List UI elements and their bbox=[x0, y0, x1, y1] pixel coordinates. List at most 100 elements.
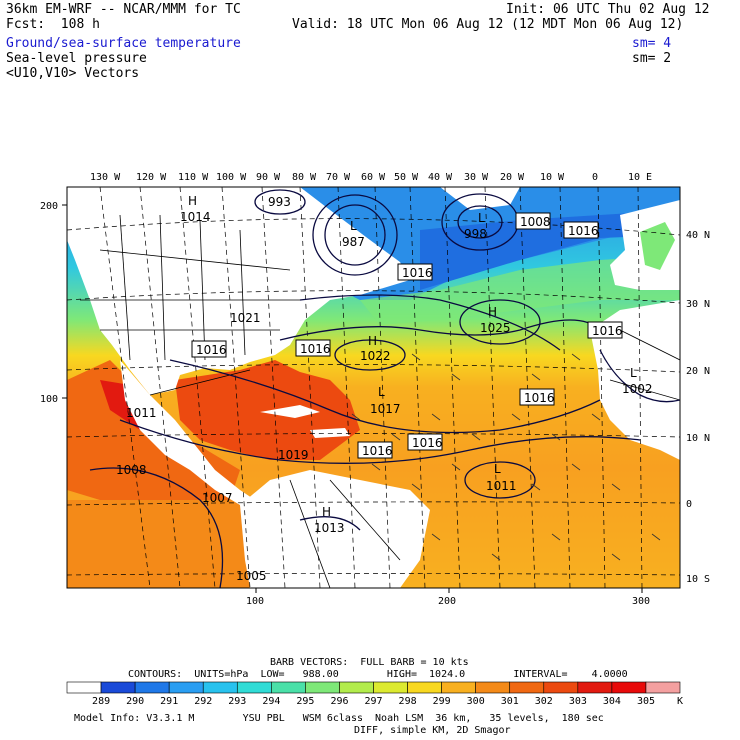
pressure-value: 1013 bbox=[314, 521, 345, 535]
pressure-value: 1011 bbox=[126, 406, 157, 420]
model-title: 36km EM-WRF -- NCAR/MMM for TC bbox=[6, 2, 241, 17]
left-axis-label: 100 bbox=[40, 394, 58, 405]
valid-time: Valid: 18 UTC Mon 06 Aug 12 (12 MDT Mon … bbox=[292, 17, 684, 32]
lon-label: 0 bbox=[592, 172, 598, 183]
boxed-label: 1016 bbox=[295, 339, 331, 357]
colorbar-label: 294 bbox=[262, 696, 280, 707]
pressure-center: H bbox=[188, 194, 197, 208]
colorbar-label: 303 bbox=[569, 696, 587, 707]
pressure-value: 998 bbox=[464, 227, 487, 241]
lat-label: 10 S bbox=[686, 574, 710, 585]
pressure-value: 1008 bbox=[116, 463, 147, 477]
colorbar-label: 305 bbox=[637, 696, 655, 707]
model-info: Model Info: V3.3.1 M YSU PBL WSM 6class … bbox=[74, 713, 604, 724]
lon-label: 70 W bbox=[326, 172, 351, 183]
boxed-label: 1016 bbox=[397, 263, 433, 281]
model-info-2: DIFF, simple KM, 2D Smagor bbox=[354, 725, 511, 736]
lon-label: 10 E bbox=[628, 172, 652, 183]
lon-label: 30 W bbox=[464, 172, 489, 183]
colorbar-label: 296 bbox=[330, 696, 348, 707]
pressure-center: L bbox=[378, 385, 385, 399]
colorbar-label: 295 bbox=[296, 696, 314, 707]
pressure-value: 1025 bbox=[480, 321, 511, 335]
map-frame bbox=[66, 186, 681, 589]
pressure-labels: H 1014 993 L 987 L 998 1008 1016 1016 H … bbox=[116, 194, 653, 583]
lat-label: 30 N bbox=[686, 299, 710, 310]
pressure-value: 1002 bbox=[622, 382, 653, 396]
pressure-center: H bbox=[488, 305, 497, 319]
forecast-hour: Fcst: 108 h bbox=[6, 17, 100, 32]
map-panel bbox=[67, 187, 680, 588]
boxed-label: 1016 bbox=[191, 340, 227, 358]
pressure-value: 987 bbox=[342, 235, 365, 249]
pressure-value: 1019 bbox=[278, 448, 309, 462]
colorbar-label: 298 bbox=[399, 696, 417, 707]
colorbar-swatch bbox=[441, 681, 476, 694]
land-africa bbox=[590, 300, 680, 460]
colorbar-swatch bbox=[509, 681, 545, 694]
pressure-center: L bbox=[494, 462, 501, 476]
colorbar-swatch bbox=[373, 681, 408, 694]
grid-axes: 200 100 100 200 300 bbox=[40, 201, 650, 607]
land-central-america bbox=[120, 360, 255, 505]
colorbar-swatch bbox=[100, 681, 136, 694]
field-label-vectors: <U10,V10> Vectors bbox=[6, 66, 140, 81]
colorbar-label: 299 bbox=[433, 696, 451, 707]
boxed-label: 1016 bbox=[587, 321, 623, 339]
svg-text:1016: 1016 bbox=[196, 343, 227, 357]
colorbar-swatch bbox=[236, 681, 272, 694]
field-label-sst: Ground/sea-surface temperature bbox=[6, 36, 241, 51]
colorbar-swatch bbox=[202, 681, 238, 694]
svg-text:1016: 1016 bbox=[402, 266, 433, 280]
bottom-axis-label: 100 bbox=[246, 596, 264, 607]
left-axis-label: 200 bbox=[40, 201, 58, 212]
pressure-value: 1007 bbox=[202, 491, 233, 505]
pressure-value: 1021 bbox=[230, 311, 261, 325]
colorbar-swatch bbox=[577, 681, 613, 694]
boxed-label: 1008 bbox=[515, 212, 551, 230]
colorbar-swatch bbox=[168, 681, 204, 694]
colorbar-label: 301 bbox=[501, 696, 519, 707]
colorbar-label: 300 bbox=[467, 696, 485, 707]
pressure-value: 1005 bbox=[236, 569, 267, 583]
lon-label: 60 W bbox=[361, 172, 386, 183]
colorbar-label: 293 bbox=[228, 696, 246, 707]
colorbar-label: 291 bbox=[160, 696, 178, 707]
boxed-label: 1016 bbox=[357, 441, 393, 459]
boxed-label: 1016 bbox=[519, 388, 555, 406]
field-smoothing-slp: sm= 2 bbox=[632, 51, 672, 66]
boxed-label: 1016 bbox=[563, 221, 599, 239]
colorbar-label: 304 bbox=[603, 696, 621, 707]
pressure-center: L bbox=[630, 366, 637, 380]
colorbar-swatch bbox=[339, 681, 374, 694]
colorbar-swatch bbox=[543, 681, 579, 694]
init-time: Init: 06 UTC Thu 02 Aug 12 bbox=[506, 2, 710, 17]
colorbar-unit: K bbox=[677, 696, 683, 707]
colorbar-label: 302 bbox=[535, 696, 553, 707]
svg-text:1008: 1008 bbox=[520, 215, 551, 229]
bottom-axis-label: 200 bbox=[438, 596, 456, 607]
colorbar-swatch bbox=[305, 681, 340, 694]
pressure-center: H bbox=[322, 505, 331, 519]
svg-text:1016: 1016 bbox=[592, 324, 623, 338]
lon-label: 100 W bbox=[216, 172, 247, 183]
colorbar-swatch bbox=[611, 681, 647, 694]
colorbar-label: 290 bbox=[126, 696, 144, 707]
lat-label: 0 bbox=[686, 499, 692, 510]
lon-label: 90 W bbox=[256, 172, 281, 183]
pressure-center: L bbox=[478, 211, 485, 225]
pressure-value: 1017 bbox=[370, 402, 401, 416]
lon-label: 120 W bbox=[136, 172, 167, 183]
colorbar-label: 297 bbox=[365, 696, 383, 707]
lat-label: 10 N bbox=[686, 433, 710, 444]
land-north-america bbox=[67, 187, 410, 395]
pressure-value: 1022 bbox=[360, 349, 391, 363]
contours-note: CONTOURS: UNITS=hPa LOW= 988.00 HIGH= 10… bbox=[128, 669, 628, 680]
pressure-value: 993 bbox=[268, 195, 291, 209]
boxed-label: 1016 bbox=[407, 433, 443, 451]
colorbar-label: 289 bbox=[92, 696, 110, 707]
lat-label: 40 N bbox=[686, 230, 710, 241]
pressure-center: H bbox=[368, 334, 377, 348]
barb-vectors-note: BARB VECTORS: FULL BARB = 10 kts bbox=[270, 657, 469, 668]
